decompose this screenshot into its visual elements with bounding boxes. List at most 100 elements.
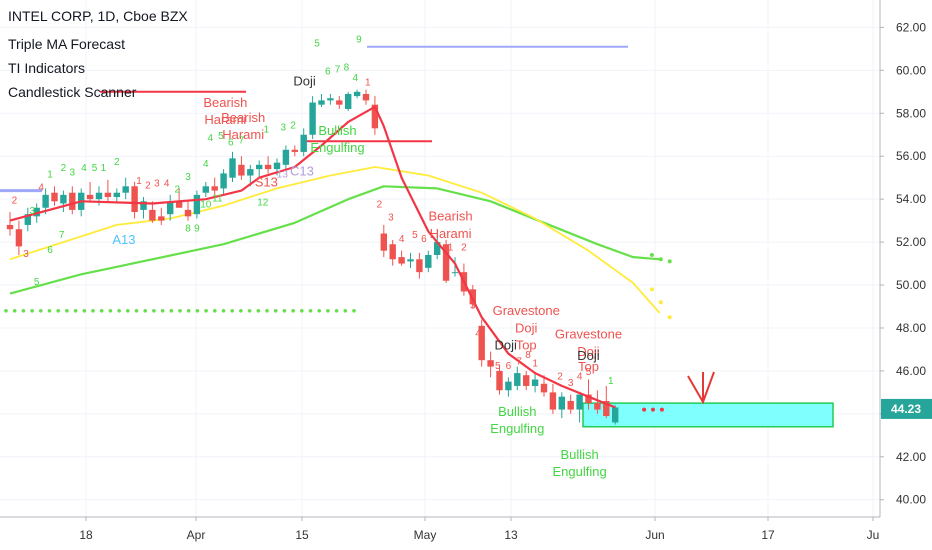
level-dot	[317, 309, 322, 313]
candle-down	[6, 224, 14, 230]
candle-up	[300, 134, 307, 152]
candle-up	[273, 162, 281, 170]
pattern-label: 10	[200, 200, 212, 211]
pattern-label: 12	[257, 198, 269, 209]
pattern-label: 7	[516, 356, 522, 367]
pattern-label: 8	[344, 62, 350, 73]
level-dot	[326, 309, 330, 313]
candle-down	[336, 100, 343, 105]
candle-up	[434, 242, 441, 255]
pattern-label: 7	[335, 64, 341, 75]
candle-down	[549, 392, 557, 410]
level-dot	[186, 309, 191, 313]
pattern-label: Doji	[515, 320, 538, 335]
x-tick-label: 15	[295, 528, 309, 542]
pattern-label: Engulfing	[552, 464, 606, 479]
pattern-label: Top	[578, 359, 599, 374]
candle-up	[193, 194, 201, 215]
y-tick-label: 62.00	[896, 20, 926, 34]
candle-up	[327, 98, 334, 101]
pattern-label: 4	[353, 73, 359, 84]
pattern-label: Harami	[204, 112, 246, 127]
candle-down	[540, 383, 548, 393]
y-tick-label: 58.00	[896, 106, 926, 120]
level-dot	[308, 309, 313, 313]
forecast-dot	[642, 407, 647, 412]
legend-indicator-2[interactable]: TI Indicators	[8, 60, 86, 76]
y-tick-label: 56.00	[896, 149, 926, 163]
pattern-label: 6	[325, 67, 331, 78]
candle-down	[131, 186, 138, 213]
candle-up	[505, 381, 512, 391]
annotation-arrowhead	[687, 371, 715, 405]
candle-down	[104, 192, 112, 198]
level-dot	[117, 309, 121, 313]
pattern-label: 8	[185, 223, 191, 234]
pattern-label: 5	[92, 163, 98, 174]
candle-up	[318, 100, 325, 105]
level-dot	[291, 309, 295, 313]
level-dot	[169, 309, 174, 313]
pattern-label: Doji	[293, 73, 316, 88]
legend-indicator-3[interactable]: Candlestick Scanner	[8, 84, 137, 100]
candle-down	[416, 259, 423, 273]
candle-down	[184, 209, 192, 217]
level-dot	[47, 309, 52, 313]
pattern-label: 2	[114, 157, 120, 168]
candle-down	[380, 233, 387, 251]
candle-down	[603, 400, 610, 417]
candle-down	[585, 394, 592, 404]
pattern-label: 5	[412, 230, 418, 241]
pattern-label: Bearish	[203, 95, 247, 110]
current-price-label: 44.23	[891, 402, 921, 416]
candle-up	[60, 194, 67, 204]
level-dot	[239, 309, 243, 313]
candle-down	[15, 229, 23, 247]
candle-down	[469, 289, 476, 305]
level-dot	[56, 309, 60, 313]
pattern-label: 6	[506, 361, 512, 372]
candle-down	[51, 192, 58, 202]
x-tick-label: 18	[79, 528, 93, 542]
pattern-label: 1	[608, 376, 614, 387]
legend-title: INTEL CORP, 1D, Cboe BZX	[8, 8, 188, 24]
pattern-label: A13	[112, 232, 135, 247]
pattern-label: 6	[421, 234, 427, 245]
level-dot	[204, 309, 208, 313]
pattern-label: S13	[255, 174, 278, 189]
candle-up	[42, 194, 49, 208]
candle-down	[389, 244, 396, 260]
level-dot	[91, 309, 95, 313]
pattern-label: C13	[290, 164, 314, 179]
pattern-label: Bullish	[498, 404, 536, 419]
pattern-label: 9	[194, 223, 200, 234]
pattern-label: Bullish	[560, 447, 598, 462]
level-dot	[65, 309, 69, 313]
pattern-label: 8	[525, 350, 531, 361]
candle-down	[487, 360, 494, 367]
pattern-label: 1	[47, 170, 53, 181]
candle-down	[442, 244, 450, 281]
candle-down	[567, 400, 574, 410]
candle-up	[113, 192, 120, 198]
pattern-label: Gravestone	[493, 303, 560, 318]
x-tick-label: Ju	[867, 528, 880, 542]
candle-up	[345, 93, 352, 109]
pattern-label: 7	[239, 135, 245, 146]
candle-up	[167, 201, 174, 215]
candle-down	[158, 216, 165, 221]
candle-up	[122, 186, 129, 193]
pattern-label: 2	[61, 163, 67, 174]
legend-indicator-1[interactable]: Triple MA Forecast	[8, 36, 125, 52]
candle-down	[478, 325, 485, 361]
level-dot	[343, 309, 348, 313]
pattern-label: Doji	[577, 348, 600, 363]
pattern-label: 4	[164, 178, 170, 189]
pattern-label: 7	[59, 230, 65, 241]
candle-down	[398, 257, 405, 264]
x-tick-label: Jun	[645, 528, 664, 542]
forecast-dot	[667, 315, 672, 320]
pattern-label: 5	[218, 131, 224, 142]
